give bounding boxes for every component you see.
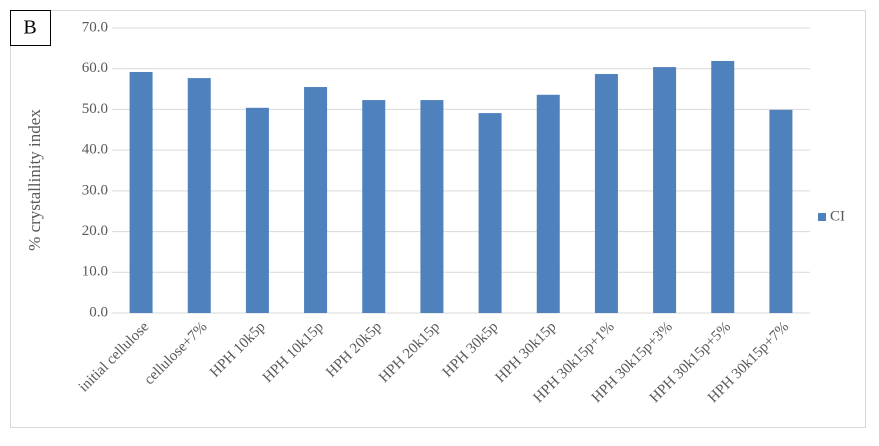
y-tick-label: 60.0 bbox=[82, 60, 108, 76]
bar bbox=[362, 100, 386, 313]
bar bbox=[769, 109, 793, 313]
panel-box bbox=[10, 10, 51, 46]
bar bbox=[187, 78, 211, 313]
bar bbox=[478, 113, 502, 313]
y-tick-label: 20.0 bbox=[82, 223, 108, 239]
y-tick-label: 30.0 bbox=[82, 182, 108, 198]
legend-swatch bbox=[818, 213, 826, 221]
y-axis-label: % crystallinity index bbox=[25, 109, 44, 251]
bar bbox=[304, 87, 328, 314]
y-tick-label: 10.0 bbox=[82, 264, 108, 280]
panel-label: B bbox=[23, 17, 36, 39]
bar bbox=[129, 71, 153, 313]
bar bbox=[711, 60, 735, 313]
y-tick-label: 40.0 bbox=[82, 142, 108, 158]
bar bbox=[536, 94, 560, 314]
bar bbox=[653, 67, 677, 313]
y-tick-label: 70.0 bbox=[82, 19, 108, 35]
bar bbox=[245, 107, 269, 313]
bar bbox=[594, 74, 618, 313]
bar bbox=[420, 100, 444, 313]
y-tick-label: 0.0 bbox=[89, 304, 108, 320]
y-tick-label: 50.0 bbox=[82, 101, 108, 117]
legend-label: CI bbox=[830, 208, 845, 224]
